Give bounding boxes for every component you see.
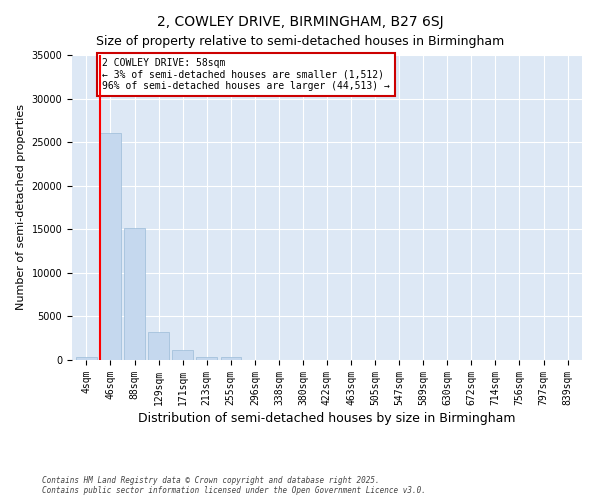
X-axis label: Distribution of semi-detached houses by size in Birmingham: Distribution of semi-detached houses by … [138,412,516,425]
Text: 2 COWLEY DRIVE: 58sqm
← 3% of semi-detached houses are smaller (1,512)
96% of se: 2 COWLEY DRIVE: 58sqm ← 3% of semi-detac… [102,58,390,91]
Y-axis label: Number of semi-detached properties: Number of semi-detached properties [16,104,26,310]
Text: 2, COWLEY DRIVE, BIRMINGHAM, B27 6SJ: 2, COWLEY DRIVE, BIRMINGHAM, B27 6SJ [157,15,443,29]
Bar [124,228,145,360]
Bar [172,350,193,360]
Bar [100,132,121,360]
Bar [76,356,97,360]
Text: Size of property relative to semi-detached houses in Birmingham: Size of property relative to semi-detach… [96,35,504,48]
Bar [148,332,169,360]
Bar [221,358,241,360]
Bar [196,356,217,360]
Text: Contains HM Land Registry data © Crown copyright and database right 2025.
Contai: Contains HM Land Registry data © Crown c… [42,476,426,495]
